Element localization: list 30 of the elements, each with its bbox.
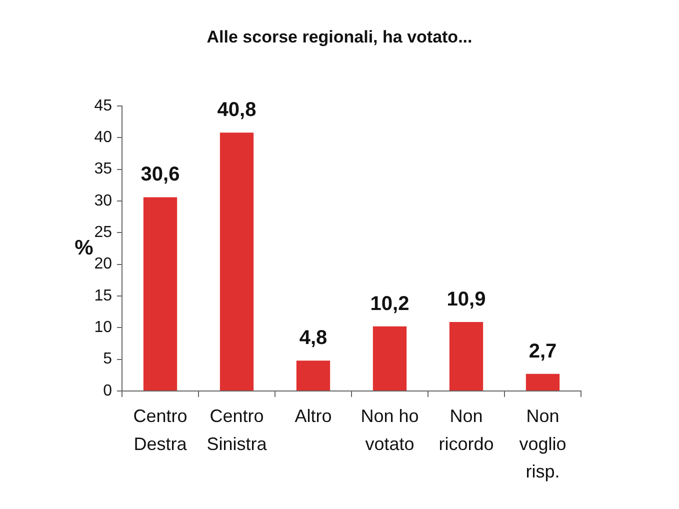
- y-tick-label: 15: [94, 287, 112, 304]
- data-label: 10,9: [446, 288, 486, 310]
- bar: [526, 374, 560, 390]
- x-tick-label: Altro: [294, 406, 332, 426]
- x-tick-label: Centro Destra: [133, 406, 188, 454]
- y-tick-label: 30: [94, 192, 112, 210]
- y-tick-label: 45: [94, 97, 112, 114]
- data-label: 10,2: [370, 292, 410, 315]
- chart-title: Alle scorse regionali, ha votato...: [206, 28, 472, 47]
- data-label: 4,8: [299, 327, 328, 350]
- y-tick-label: 20: [94, 256, 112, 273]
- data-label: 2,7: [528, 340, 557, 362]
- x-tick-label: Non ricordo: [438, 406, 494, 454]
- data-label: 40,8: [217, 99, 256, 122]
- y-tick-label: 40: [94, 129, 112, 146]
- bar: [220, 132, 254, 390]
- x-tick-label: Non voglio risp.: [519, 406, 566, 482]
- x-tick-label: Non ho votato: [360, 406, 419, 454]
- y-tick-label: 10: [94, 319, 112, 336]
- y-axis-title: %: [74, 236, 94, 260]
- bar: [143, 197, 178, 390]
- x-tick-label: Centro Sinistra: [206, 406, 268, 454]
- y-tick-label: 35: [94, 160, 112, 178]
- data-label: 30,6: [140, 164, 180, 186]
- y-tick-label: 5: [103, 350, 112, 368]
- bar: [296, 360, 330, 390]
- bar: [449, 322, 484, 390]
- y-tick-label: 0: [103, 382, 112, 400]
- bar: [372, 326, 407, 390]
- y-tick-label: 25: [94, 224, 112, 242]
